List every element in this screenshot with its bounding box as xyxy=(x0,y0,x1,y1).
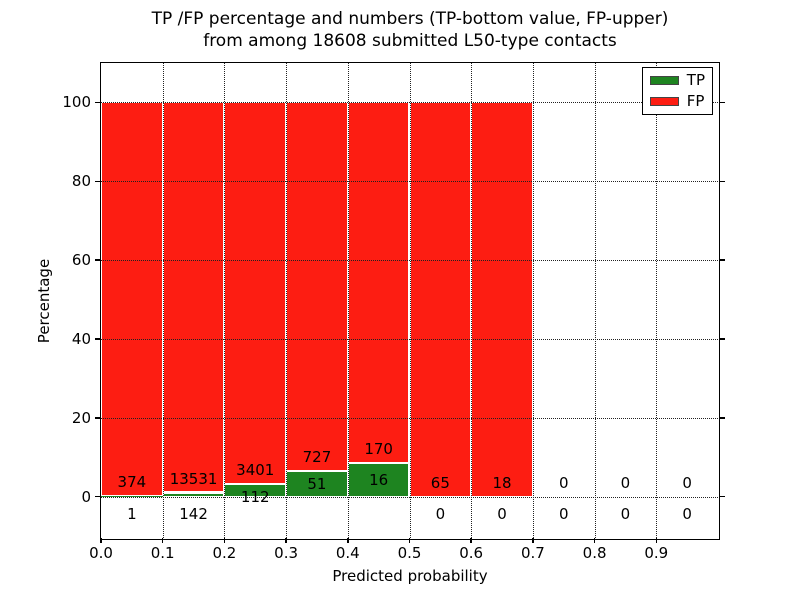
x-tick-mark xyxy=(161,538,164,543)
x-axis-label: Predicted probability xyxy=(332,567,488,585)
x-tick-label: 0.8 xyxy=(582,544,607,562)
tp-count-label: 142 xyxy=(179,505,208,524)
y-tick-mark-right xyxy=(719,338,725,340)
y-tick-label: 0 xyxy=(81,487,91,506)
tp-count-label: 0 xyxy=(435,505,446,524)
y-tick-label: 20 xyxy=(71,408,91,427)
y-tick-mark xyxy=(94,338,100,340)
fp-count-label: 18 xyxy=(492,473,512,492)
tp-count-label: 16 xyxy=(369,470,389,489)
fp-count-label: 65 xyxy=(430,473,450,492)
fp-bar xyxy=(471,102,533,497)
y-tick-mark xyxy=(94,180,100,182)
tp-legend-swatch-icon xyxy=(649,76,679,85)
legend: TP FP xyxy=(641,67,713,115)
fp-count-label: 0 xyxy=(558,473,569,492)
tp-count-label: 1 xyxy=(127,505,137,524)
y-tick-label: 100 xyxy=(62,93,91,112)
fp-bar xyxy=(286,102,348,471)
x-gridline xyxy=(286,63,288,538)
y-tick-mark xyxy=(94,495,100,498)
x-tick-mark xyxy=(470,538,472,543)
fp-bar xyxy=(101,102,163,496)
fp-count-label: 0 xyxy=(620,473,631,492)
x-tick-mark xyxy=(408,538,411,543)
x-tick-label: 0.2 xyxy=(212,544,237,562)
tp-count-label: 51 xyxy=(307,474,327,493)
y-tick-mark-right xyxy=(719,259,725,261)
x-gridline xyxy=(656,63,658,538)
fp-count-label: 374 xyxy=(117,472,147,491)
fp-bar xyxy=(347,102,410,463)
x-tick-label: 0.7 xyxy=(520,544,545,562)
fp-count-label: 3401 xyxy=(236,461,275,480)
fp-legend-swatch-icon xyxy=(649,97,679,106)
x-tick-label: 0.6 xyxy=(459,544,484,562)
x-tick-label: 0.1 xyxy=(150,544,175,562)
x-gridline xyxy=(162,63,164,538)
y-tick-mark xyxy=(94,417,100,419)
y-tick-mark xyxy=(94,259,100,261)
y-tick-label: 80 xyxy=(71,172,91,191)
tp-count-label: 112 xyxy=(240,487,270,506)
tp-count-label: 0 xyxy=(497,505,507,524)
x-tick-mark xyxy=(532,538,534,543)
x-tick-mark xyxy=(223,538,226,543)
y-tick-label: 40 xyxy=(71,329,91,348)
fp-bar xyxy=(162,102,225,493)
tp-count-label: 0 xyxy=(558,505,569,524)
x-tick-mark xyxy=(285,538,287,543)
fp-legend-label: FP xyxy=(686,92,705,110)
x-tick-label: 0.3 xyxy=(274,544,299,562)
y-tick-mark-right xyxy=(719,417,725,419)
x-tick-mark xyxy=(655,538,658,543)
tp-count-label: 0 xyxy=(682,505,692,524)
x-gridline xyxy=(594,63,596,538)
y-tick-mark-right xyxy=(719,180,725,182)
tp-count-label: 0 xyxy=(620,505,631,524)
tp-bar xyxy=(347,462,410,497)
x-tick-mark xyxy=(100,538,102,543)
y-tick-mark xyxy=(94,101,100,104)
x-gridline xyxy=(347,63,349,538)
chart-title: TP /FP percentage and numbers (TP-bottom… xyxy=(60,8,760,52)
fp-bar xyxy=(224,102,287,485)
x-gridline xyxy=(224,63,226,538)
tp-bar xyxy=(101,495,163,497)
fp-legend-entry: FP xyxy=(649,92,705,110)
x-gridline xyxy=(471,63,473,538)
tp-legend-label: TP xyxy=(686,71,705,89)
x-tick-label: 0.9 xyxy=(644,544,669,562)
y-tick-mark-right xyxy=(719,495,725,498)
y-tick-label: 60 xyxy=(71,251,91,270)
x-tick-label: 0.5 xyxy=(397,544,422,562)
x-tick-label: 0.4 xyxy=(335,544,360,562)
plot-area: TP FP 0 20 40 60 80 100 0.0 0.1 0.2 0.3 0.4 0.5 0.6 0.… xyxy=(62,62,725,562)
chart-title-line1: TP /FP percentage and numbers (TP-bottom… xyxy=(151,9,669,29)
x-gridline xyxy=(409,63,411,538)
fp-count-label: 0 xyxy=(682,473,692,492)
fp-count-label: 727 xyxy=(302,447,332,466)
x-tick-mark xyxy=(593,538,596,543)
fp-count-label: 13531 xyxy=(169,469,218,488)
x-tick-mark xyxy=(347,538,349,543)
fp-bar xyxy=(409,102,472,497)
y-tick-mark-right xyxy=(719,101,725,104)
tp-legend-entry: TP xyxy=(649,71,705,89)
chart-title-line2: from among 18608 submitted L50-type cont… xyxy=(203,31,617,51)
x-tick-label: 0.0 xyxy=(89,544,113,562)
fp-count-label: 170 xyxy=(364,439,393,458)
x-gridline xyxy=(532,63,534,538)
